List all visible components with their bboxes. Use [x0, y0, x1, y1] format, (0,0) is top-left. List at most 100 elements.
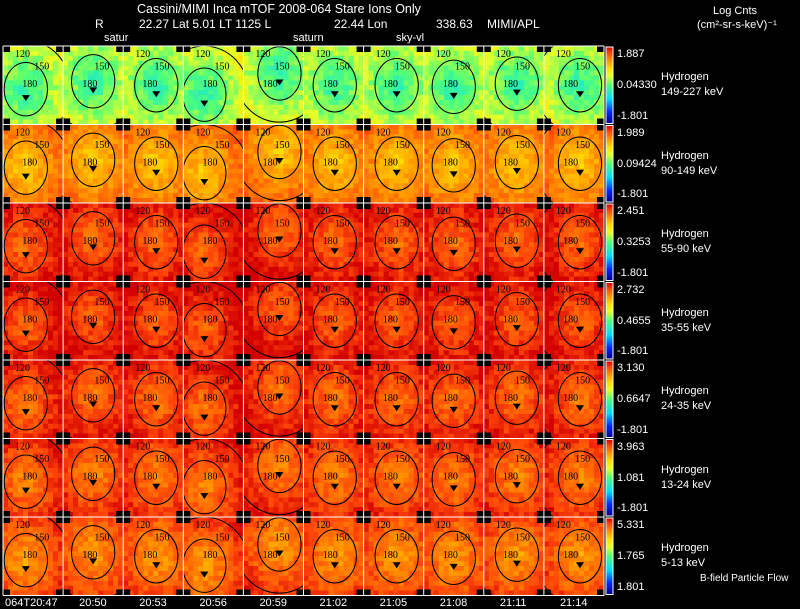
heat-cell — [373, 60, 379, 66]
heat-cell — [458, 153, 465, 160]
heat-cell — [133, 104, 139, 111]
heat-cell — [93, 188, 99, 194]
heat-cell — [18, 149, 24, 155]
contour-label: 150 — [94, 219, 109, 230]
heat-cell — [163, 198, 169, 203]
heat-cell — [23, 46, 29, 52]
heat-cell — [323, 104, 329, 111]
heat-cell — [78, 203, 84, 209]
heat-cell — [433, 119, 440, 125]
contour-label: 150 — [275, 62, 290, 73]
heat-cell — [148, 232, 154, 238]
heat-cell — [548, 183, 555, 189]
heat-cell — [188, 173, 194, 179]
heat-cell — [273, 173, 279, 179]
heat-cell — [73, 256, 79, 263]
heat-cell — [368, 80, 374, 86]
corner-mask — [116, 118, 124, 125]
heat-cell — [138, 55, 144, 62]
heat-cell — [148, 95, 154, 101]
heat-cell — [78, 178, 84, 184]
heat-cell — [193, 65, 199, 71]
heat-cell — [63, 114, 69, 120]
heat-cell — [418, 109, 424, 115]
heat-cell — [223, 99, 229, 106]
heat-cell — [388, 114, 394, 120]
heat-cell — [508, 99, 515, 106]
heat-cell — [28, 271, 34, 277]
heat-cell — [53, 55, 59, 62]
heat-cell — [308, 95, 314, 101]
heat-cell — [238, 99, 244, 106]
heat-cell — [528, 75, 535, 81]
heat-cell — [448, 109, 455, 115]
heat-cell — [303, 90, 309, 96]
heat-cell — [173, 139, 179, 145]
heat-cell — [388, 129, 394, 135]
heat-cell — [213, 242, 219, 248]
heat-cell — [28, 256, 34, 263]
heat-cell — [103, 153, 109, 160]
heat-cell — [423, 50, 430, 57]
heat-cell — [393, 70, 399, 76]
heat-cell — [233, 46, 239, 52]
heat-cell — [378, 193, 384, 199]
heat-cell — [58, 247, 64, 253]
heat-cell — [138, 163, 144, 169]
heat-cell — [583, 99, 590, 106]
heat-cell — [313, 158, 319, 165]
heat-cell — [383, 109, 389, 115]
heat-cell — [238, 266, 244, 272]
heat-cell — [178, 55, 184, 62]
contour-label: 180 — [203, 236, 218, 247]
heat-cell — [368, 158, 374, 165]
heat-cell — [343, 114, 349, 120]
heat-cell — [253, 80, 259, 86]
corner-mask — [236, 118, 244, 125]
heat-cell — [248, 65, 254, 71]
contour-label: 120 — [195, 49, 210, 60]
heat-cell — [63, 237, 69, 243]
heat-cell — [363, 134, 369, 140]
heat-cell — [128, 85, 134, 91]
heat-cell — [108, 65, 114, 71]
heat-cell — [3, 85, 9, 91]
heat-cell — [273, 65, 279, 71]
heat-cell — [588, 198, 595, 203]
heat-cell — [63, 247, 69, 253]
heat-cell — [558, 183, 565, 189]
heat-cell — [108, 271, 114, 277]
heat-cell — [53, 65, 59, 71]
heat-cell — [158, 232, 164, 238]
heat-cell — [138, 46, 144, 52]
heat-cell — [153, 119, 159, 125]
heat-cell — [573, 60, 580, 66]
heat-cell — [518, 183, 525, 189]
heat-cell — [178, 65, 184, 71]
heat-cell — [293, 139, 299, 145]
heat-cell — [308, 114, 314, 120]
heat-cell — [248, 129, 254, 135]
heat-cell — [3, 163, 9, 169]
heat-cell — [228, 55, 234, 62]
heat-cell — [103, 193, 109, 199]
heat-cell — [158, 198, 164, 203]
heat-cell — [163, 237, 169, 243]
heat-cell — [553, 104, 560, 111]
heat-cell — [233, 109, 239, 115]
heat-cell — [463, 163, 470, 169]
heat-cell — [313, 109, 319, 115]
heat-cell — [213, 129, 219, 135]
heat-cell — [18, 247, 24, 253]
heat-cell — [418, 55, 424, 62]
heat-cell — [263, 55, 269, 62]
heat-cell — [168, 95, 174, 101]
heat-cell — [208, 139, 214, 145]
heat-cell — [113, 188, 119, 194]
heat-cell — [223, 85, 229, 91]
heat-cell — [233, 276, 239, 282]
heat-cell — [398, 129, 404, 135]
heat-cell — [93, 178, 99, 184]
heat-cell — [458, 70, 465, 76]
